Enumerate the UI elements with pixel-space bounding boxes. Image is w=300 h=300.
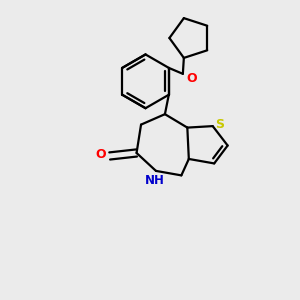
Text: NH: NH <box>145 174 164 187</box>
Text: O: O <box>186 72 196 85</box>
Text: S: S <box>215 118 224 131</box>
Text: O: O <box>95 148 106 161</box>
